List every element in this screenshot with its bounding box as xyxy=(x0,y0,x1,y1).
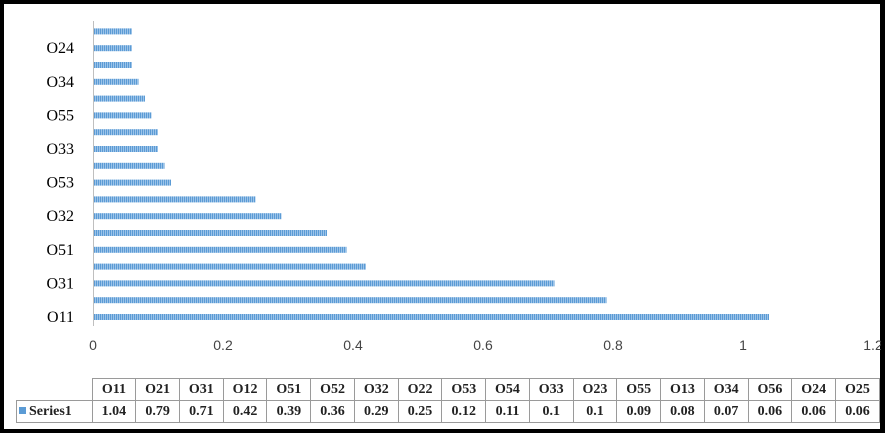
table-header-O25: O25 xyxy=(835,378,880,401)
x-tick-label: 0.4 xyxy=(343,337,363,353)
table-value-O12: 0.42 xyxy=(222,400,268,423)
x-tick-label: 1 xyxy=(739,337,747,353)
bar-O55 xyxy=(94,112,152,119)
table-header-O23: O23 xyxy=(572,378,618,401)
x-tick-label: 1.2 xyxy=(863,337,881,353)
table-value-O54: 0.11 xyxy=(485,400,530,423)
bar-O32 xyxy=(94,213,282,220)
bar-O11 xyxy=(94,314,769,320)
table-value-O23: 0.1 xyxy=(572,400,618,423)
table-values-row: Series1 1.04 0.79 0.71 0.42 0.39 0.36 0.29 0.25… xyxy=(16,400,880,423)
category-label-O34: O34 xyxy=(46,74,74,91)
table-value-O33: 0.1 xyxy=(528,400,574,423)
bar-O54 xyxy=(94,162,165,169)
x-tick-label: 0.6 xyxy=(473,337,493,353)
category-label-O24: O24 xyxy=(46,40,74,57)
bar-O13 xyxy=(94,95,145,102)
table-value-O52: 0.36 xyxy=(310,400,355,423)
bar-O56 xyxy=(94,62,132,68)
table-value-O24: 0.06 xyxy=(791,400,836,423)
table-header-O24: O24 xyxy=(791,378,836,401)
bar-O52 xyxy=(94,230,327,236)
category-labels: O11 O31 O51 O32 O53 O33 O55 O34 O24 xyxy=(46,40,74,326)
table-header-O13: O13 xyxy=(660,378,705,401)
table-value-O53: 0.12 xyxy=(441,400,487,423)
table-header-O53: O53 xyxy=(441,378,487,401)
table-value-O25: 0.06 xyxy=(835,400,880,423)
bar-O12 xyxy=(94,263,366,270)
bar-O34 xyxy=(94,78,139,85)
table-value-O13: 0.08 xyxy=(660,400,705,423)
table-header-O34: O34 xyxy=(703,378,749,401)
bar-chart: O11 O31 O51 O32 O53 O33 O55 O34 O24 0 0.2 0.4 0.6 0.… xyxy=(46,21,881,353)
legend-swatch xyxy=(19,406,26,414)
table-header-O12: O12 xyxy=(222,378,268,401)
legend-series-name: Series1 xyxy=(29,403,72,419)
table-header-O11: O11 xyxy=(91,378,137,401)
category-label-O11: O11 xyxy=(47,309,74,326)
table-header-O33: O33 xyxy=(528,378,574,401)
x-tick-label: 0.2 xyxy=(213,337,233,353)
table-value-O11: 1.04 xyxy=(91,400,137,423)
table-value-O55: 0.09 xyxy=(616,400,662,423)
table-value-O21: 0.79 xyxy=(135,400,180,423)
category-label-O55: O55 xyxy=(46,107,74,124)
category-label-O31: O31 xyxy=(46,275,74,292)
bar-O53 xyxy=(94,179,171,186)
table-value-O56: 0.06 xyxy=(747,400,793,423)
table-header-O21: O21 xyxy=(135,378,180,401)
table-header-O22: O22 xyxy=(397,378,443,401)
table-header-O32: O32 xyxy=(353,378,399,401)
category-label-O53: O53 xyxy=(46,175,74,192)
bar-O21 xyxy=(94,297,607,304)
bar-O24 xyxy=(94,45,132,52)
table-value-O22: 0.25 xyxy=(397,400,443,423)
bars-layer xyxy=(94,28,769,320)
table-corner-cell xyxy=(16,378,93,401)
x-tick-label: 0 xyxy=(89,337,97,353)
bar-O23 xyxy=(94,129,158,136)
category-label-O32: O32 xyxy=(46,208,74,225)
bar-O51 xyxy=(94,246,347,253)
category-label-O33: O33 xyxy=(46,141,74,158)
bar-O25 xyxy=(94,28,132,35)
data-table: O11 O21 O31 O12 O51 O52 O32 O22 O53 O54 O33 O23 O55 O… xyxy=(16,378,880,423)
category-label-O51: O51 xyxy=(46,242,74,259)
table-value-O34: 0.07 xyxy=(703,400,749,423)
table-header-O52: O52 xyxy=(310,378,355,401)
table-header-O56: O56 xyxy=(747,378,793,401)
legend-series-cell: Series1 xyxy=(16,400,93,423)
table-header-O55: O55 xyxy=(616,378,662,401)
table-header-O51: O51 xyxy=(266,378,312,401)
x-tick-label: 0.8 xyxy=(603,337,623,353)
table-header-row: O11 O21 O31 O12 O51 O52 O32 O22 O53 O54 O33 O23 O55 O… xyxy=(16,378,880,401)
x-axis-ticks: 0 0.2 0.4 0.6 0.8 1 1.2 xyxy=(89,337,881,353)
table-header-O54: O54 xyxy=(485,378,530,401)
bar-O33 xyxy=(94,146,158,152)
table-value-O32: 0.29 xyxy=(353,400,399,423)
table-value-O51: 0.39 xyxy=(266,400,312,423)
table-header-O31: O31 xyxy=(178,378,224,401)
table-value-O31: 0.71 xyxy=(178,400,224,423)
bar-O31 xyxy=(94,280,555,287)
bar-O22 xyxy=(94,196,256,203)
